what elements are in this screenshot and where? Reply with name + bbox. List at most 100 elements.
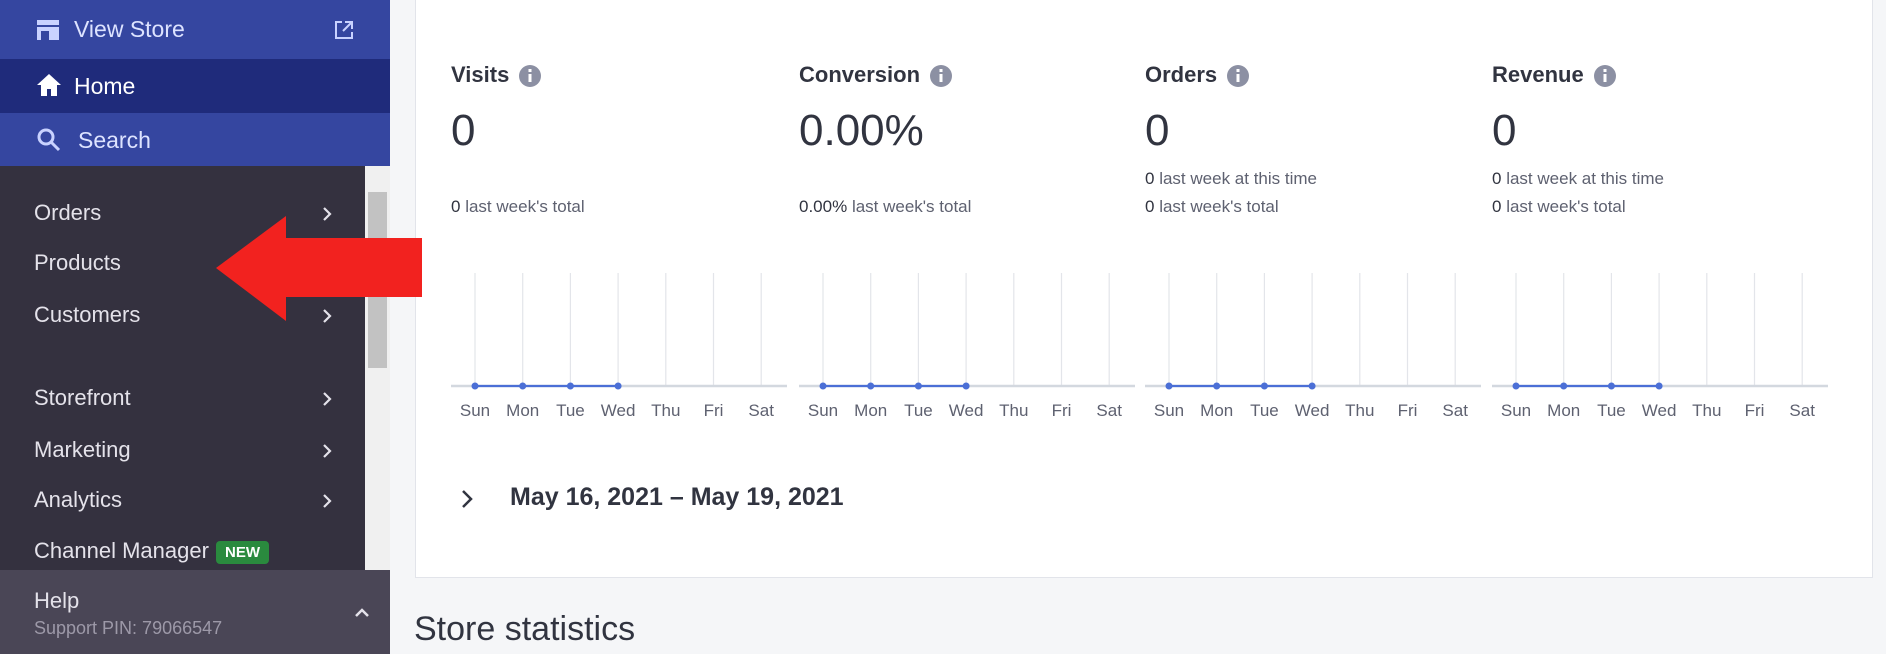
expand-chevron[interactable] <box>460 489 474 509</box>
x-tick-label: Sat <box>748 401 774 418</box>
subline-label: last week's total <box>465 197 585 216</box>
date-range: May 16, 2021 – May 19, 2021 <box>510 483 844 511</box>
x-tick-label: Mon <box>506 401 539 418</box>
x-tick-label: Tue <box>904 401 933 418</box>
chevron <box>323 494 332 508</box>
info-icon[interactable] <box>1593 64 1617 88</box>
metric-value: 0.00% <box>799 106 924 155</box>
x-tick-label: Wed <box>1295 401 1330 418</box>
home-icon <box>37 74 61 96</box>
point <box>566 382 574 390</box>
subline-label: last week's total <box>851 197 972 216</box>
x-tick-label: Thu <box>651 401 680 418</box>
support-pin: Support PIN: 79066547 <box>34 618 223 638</box>
store-icon <box>37 20 59 40</box>
nav-item[interactable]: Analytics <box>34 487 123 512</box>
info-icon[interactable] <box>1226 64 1250 88</box>
nav-item[interactable]: Marketing <box>34 437 131 462</box>
nav-item[interactable]: Orders <box>34 200 102 225</box>
point <box>914 382 922 390</box>
help: Help <box>34 588 80 613</box>
x-tick-label: Fri <box>1052 401 1072 418</box>
x-tick-label: Mon <box>854 401 887 418</box>
chevron-path <box>323 392 332 406</box>
info-i <box>1603 74 1607 82</box>
section-title: Store statistics <box>414 610 636 648</box>
point <box>614 382 622 390</box>
chevron <box>323 309 332 323</box>
subline-label: last week's total <box>1159 197 1279 216</box>
point <box>867 382 875 390</box>
view-store[interactable]: View Store <box>0 0 390 59</box>
info-i <box>528 74 532 82</box>
point <box>1213 382 1221 390</box>
metric-subline: 0.00% last week's total <box>799 197 971 217</box>
info-icon[interactable] <box>518 64 542 88</box>
point <box>1260 382 1268 390</box>
search[interactable]: Search <box>0 113 390 166</box>
point <box>819 382 827 390</box>
view-store-label: View Store <box>74 16 185 42</box>
subline-value: 0 <box>1492 197 1502 216</box>
x-tick-label: Fri <box>704 401 724 418</box>
subline-label: last week at this time <box>1506 169 1664 188</box>
x-tick-label: Sun <box>460 401 490 418</box>
chevron <box>323 207 332 221</box>
info-i <box>939 74 943 82</box>
chevron-path <box>323 494 332 508</box>
new-badge: NEW <box>216 541 269 564</box>
metric-subline: 0 last week at this time <box>1145 169 1317 189</box>
point <box>1655 382 1663 390</box>
chevron-path <box>323 444 332 458</box>
chevron <box>323 392 332 406</box>
subline-value: 0 <box>451 197 461 216</box>
x-tick-label: Sun <box>808 401 838 418</box>
subline-label: last week's total <box>1506 197 1626 216</box>
scrollbar <box>365 166 390 570</box>
chevron-path <box>323 207 332 221</box>
x-tick-label: Thu <box>1345 401 1374 418</box>
metric-title: Revenue <box>1492 62 1584 87</box>
metric-value: 0 <box>1145 106 1170 155</box>
nav-item[interactable]: Channel Manager <box>34 538 209 563</box>
metric-title: Orders <box>1145 62 1218 87</box>
x-tick-label: Fri <box>1398 401 1418 418</box>
mini-chart: Sun Mon Tue Wed Thu Fri Sat <box>451 273 787 418</box>
metric-value: 0 <box>1492 106 1517 155</box>
metric-value: 0 <box>451 106 476 155</box>
metric-subline: 0 last week's total <box>1145 197 1279 217</box>
x-tick-label: Tue <box>556 401 585 418</box>
metric-title: Visits <box>451 62 510 87</box>
info-dot <box>1236 69 1240 72</box>
help-area[interactable]: Help Support PIN: 79066547 <box>0 570 390 654</box>
x-tick-label: Mon <box>1200 401 1233 418</box>
point <box>1560 382 1568 390</box>
metric-subline: 0 last week's total <box>1492 197 1626 217</box>
metric-subline: 0 last week at this time <box>1492 169 1664 189</box>
point <box>1607 382 1615 390</box>
external-icon <box>335 21 353 39</box>
nav-item[interactable]: Products <box>34 250 121 275</box>
chevron-path <box>323 309 332 323</box>
subline-value: 0.00% <box>799 197 848 216</box>
mini-chart: Sun Mon Tue Wed Thu Fri Sat <box>1492 273 1828 418</box>
info-i <box>1236 74 1240 82</box>
sidebar: View Store Home Search Help Support PIN:… <box>0 0 390 654</box>
home[interactable]: Home <box>0 59 390 113</box>
x-tick-label: Thu <box>999 401 1028 418</box>
x-tick-label: Mon <box>1547 401 1580 418</box>
nav-item[interactable]: Storefront <box>34 385 131 410</box>
top-card-edge <box>415 0 1873 21</box>
subline-value: 0 <box>1145 197 1155 216</box>
x-tick-label: Sat <box>1442 401 1468 418</box>
info-dot <box>528 69 532 72</box>
info-icon[interactable] <box>929 64 953 88</box>
nav-item[interactable]: Customers <box>34 302 141 327</box>
home-label: Home <box>74 73 136 99</box>
mini-chart: Sun Mon Tue Wed Thu Fri Sat <box>799 273 1135 418</box>
mini-chart: Sun Mon Tue Wed Thu Fri Sat <box>1145 273 1481 418</box>
info-dot <box>1603 69 1607 72</box>
x-tick-label: Wed <box>949 401 984 418</box>
search-icon <box>37 128 61 152</box>
